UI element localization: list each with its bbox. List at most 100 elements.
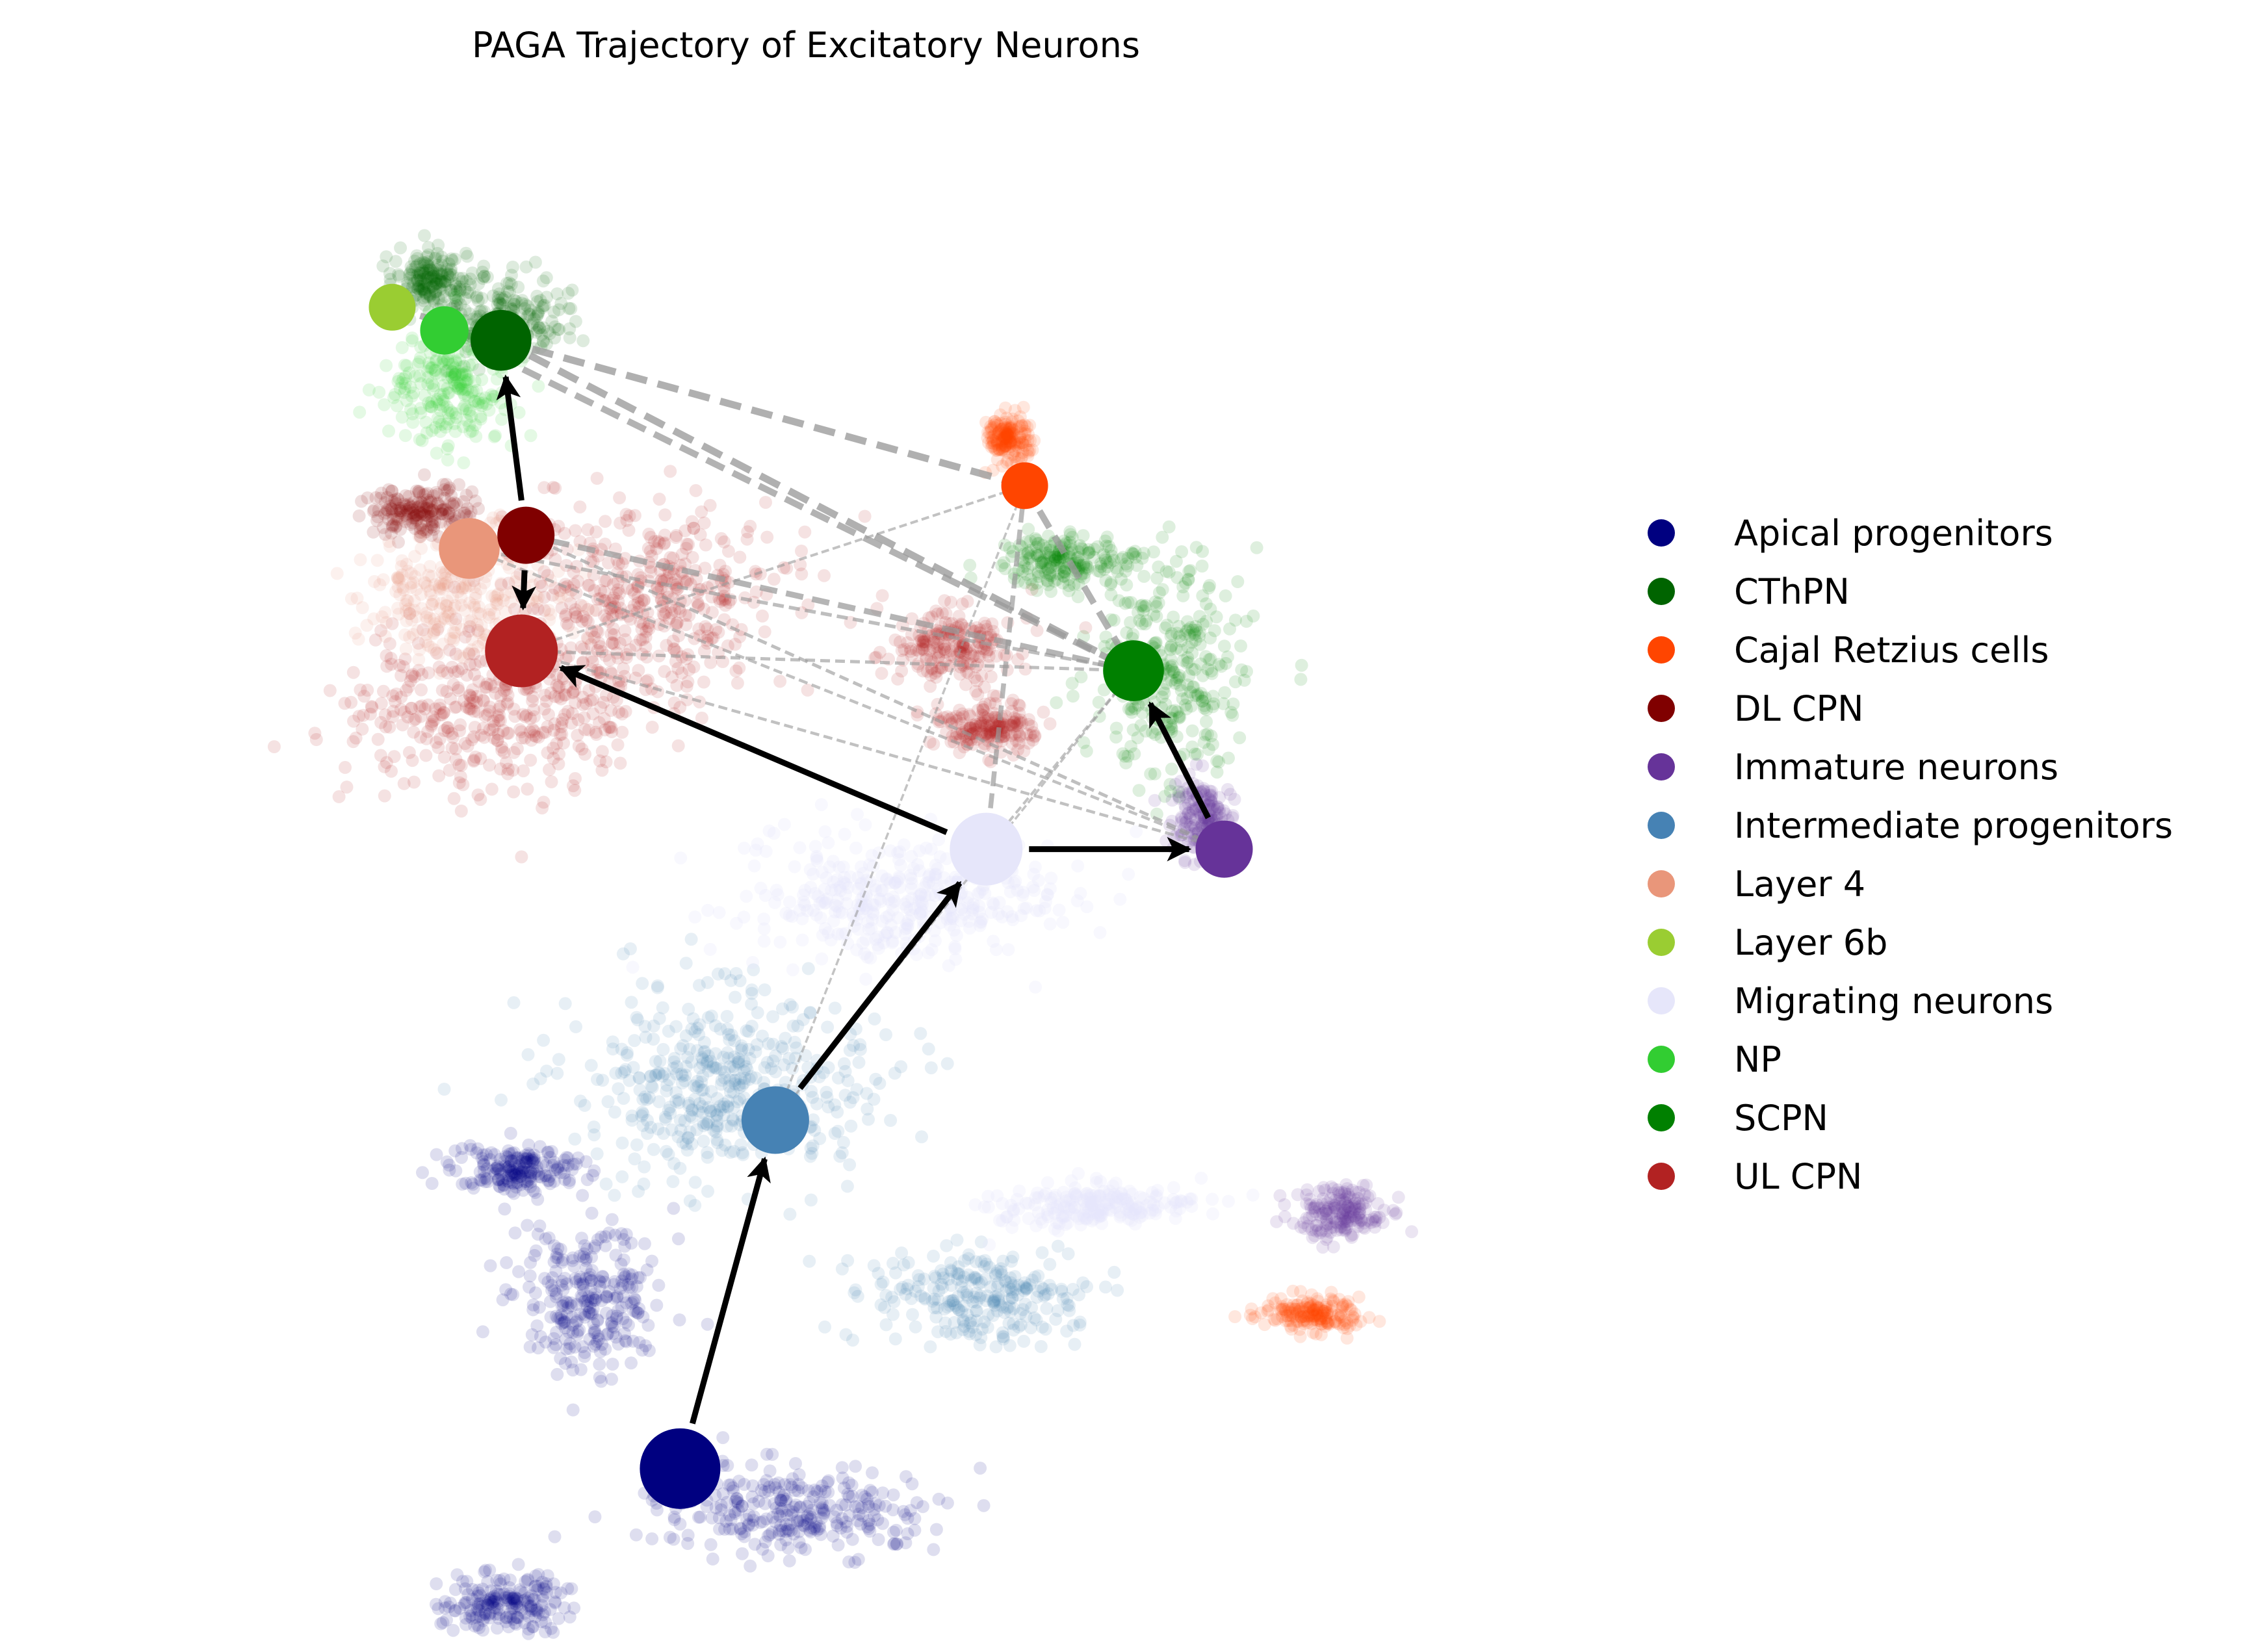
cell-point bbox=[565, 1299, 578, 1313]
cell-point bbox=[598, 1275, 612, 1289]
cell-point bbox=[415, 683, 428, 697]
cell-point bbox=[481, 1175, 495, 1189]
cell-point bbox=[805, 1146, 819, 1160]
cell-point bbox=[894, 858, 907, 872]
cell-point bbox=[1195, 560, 1209, 573]
cell-point bbox=[510, 1599, 524, 1612]
cell-point bbox=[755, 1484, 768, 1497]
cell-point bbox=[500, 1172, 513, 1185]
cell-point bbox=[734, 1039, 748, 1053]
cell-point bbox=[518, 1174, 532, 1188]
cell-point bbox=[652, 1066, 666, 1079]
cell-point bbox=[944, 1294, 958, 1308]
cell-point bbox=[492, 1597, 506, 1610]
cell-point bbox=[1052, 903, 1066, 917]
cell-point bbox=[1006, 1250, 1020, 1264]
cell-point bbox=[776, 1042, 790, 1055]
cell-point bbox=[491, 1160, 505, 1174]
cell-point bbox=[867, 1503, 881, 1516]
cell-point bbox=[419, 415, 433, 429]
cell-point bbox=[415, 541, 428, 555]
cell-point bbox=[493, 1573, 507, 1587]
cell-point bbox=[523, 1154, 537, 1168]
cell-point bbox=[731, 1503, 745, 1517]
cell-point bbox=[636, 1310, 650, 1324]
cell-point bbox=[726, 1522, 739, 1536]
cell-point bbox=[1093, 926, 1107, 939]
cell-point bbox=[454, 718, 467, 732]
cell-point bbox=[686, 1103, 699, 1117]
cell-point bbox=[1126, 628, 1140, 641]
cell-point bbox=[505, 1599, 519, 1613]
cell-point bbox=[507, 1177, 521, 1190]
cell-point bbox=[863, 1525, 877, 1538]
cell-point bbox=[989, 943, 1003, 957]
cell-point bbox=[974, 1289, 987, 1302]
cell-point bbox=[961, 1291, 975, 1304]
cell-point bbox=[1121, 595, 1135, 609]
cell-point bbox=[516, 1183, 530, 1197]
cell-point bbox=[696, 1057, 710, 1071]
cell-point bbox=[751, 1006, 764, 1020]
cell-point bbox=[609, 1330, 623, 1344]
cell-point bbox=[595, 764, 609, 777]
cell-point bbox=[549, 1264, 563, 1278]
cell-point bbox=[674, 851, 688, 865]
cell-point bbox=[461, 250, 474, 263]
cell-point bbox=[554, 1352, 567, 1365]
cell-point bbox=[664, 1107, 677, 1120]
cell-point bbox=[727, 1060, 740, 1074]
cell-point bbox=[714, 1022, 727, 1036]
cell-point bbox=[556, 1299, 570, 1313]
cell-point bbox=[1025, 1301, 1039, 1314]
cell-point bbox=[566, 779, 580, 793]
cell-point bbox=[651, 534, 665, 548]
cell-point bbox=[526, 1154, 539, 1168]
cell-point bbox=[630, 1011, 643, 1024]
cell-point bbox=[732, 1055, 745, 1068]
cell-point bbox=[365, 701, 379, 714]
cell-point bbox=[450, 1568, 464, 1582]
cell-point bbox=[378, 398, 391, 411]
cell-point bbox=[492, 1173, 505, 1186]
cell-cloud-ul-cpn bbox=[868, 582, 1093, 701]
cell-point bbox=[768, 1497, 781, 1510]
cell-point bbox=[405, 389, 419, 403]
cell-point bbox=[662, 1073, 676, 1087]
cell-point bbox=[1143, 1206, 1157, 1220]
cell-point bbox=[924, 888, 938, 901]
cell-point bbox=[1222, 1194, 1235, 1208]
cell-point bbox=[551, 1242, 565, 1256]
cell-point bbox=[989, 1267, 1002, 1280]
cell-point bbox=[512, 1166, 526, 1179]
cell-point bbox=[472, 1604, 486, 1617]
cell-point bbox=[892, 871, 906, 885]
cell-point bbox=[658, 508, 672, 522]
cell-point bbox=[596, 1269, 609, 1283]
cell-point bbox=[1000, 1301, 1014, 1315]
cell-point bbox=[762, 1480, 776, 1494]
cell-point bbox=[758, 625, 771, 639]
cell-point bbox=[465, 1582, 479, 1596]
cell-point bbox=[618, 1327, 631, 1341]
cell-point bbox=[578, 1308, 591, 1321]
cell-point bbox=[522, 1622, 536, 1636]
cell-point bbox=[519, 1155, 533, 1169]
cell-point bbox=[807, 1113, 820, 1127]
cell-point bbox=[801, 962, 815, 975]
cell-point bbox=[776, 1491, 790, 1504]
cell-point bbox=[814, 911, 827, 925]
cell-point bbox=[972, 905, 986, 919]
cell-point bbox=[469, 1610, 483, 1624]
cell-point bbox=[996, 1330, 1009, 1343]
cell-point bbox=[562, 302, 576, 315]
cell-point bbox=[499, 1150, 513, 1163]
cell-point bbox=[525, 1153, 538, 1167]
cell-point bbox=[599, 1239, 612, 1252]
cell-point bbox=[834, 1521, 848, 1535]
cell-point bbox=[528, 1248, 541, 1262]
cell-point bbox=[574, 1363, 588, 1376]
cell-point bbox=[502, 1581, 516, 1594]
cell-point bbox=[521, 1573, 535, 1586]
cell-point bbox=[880, 873, 894, 886]
